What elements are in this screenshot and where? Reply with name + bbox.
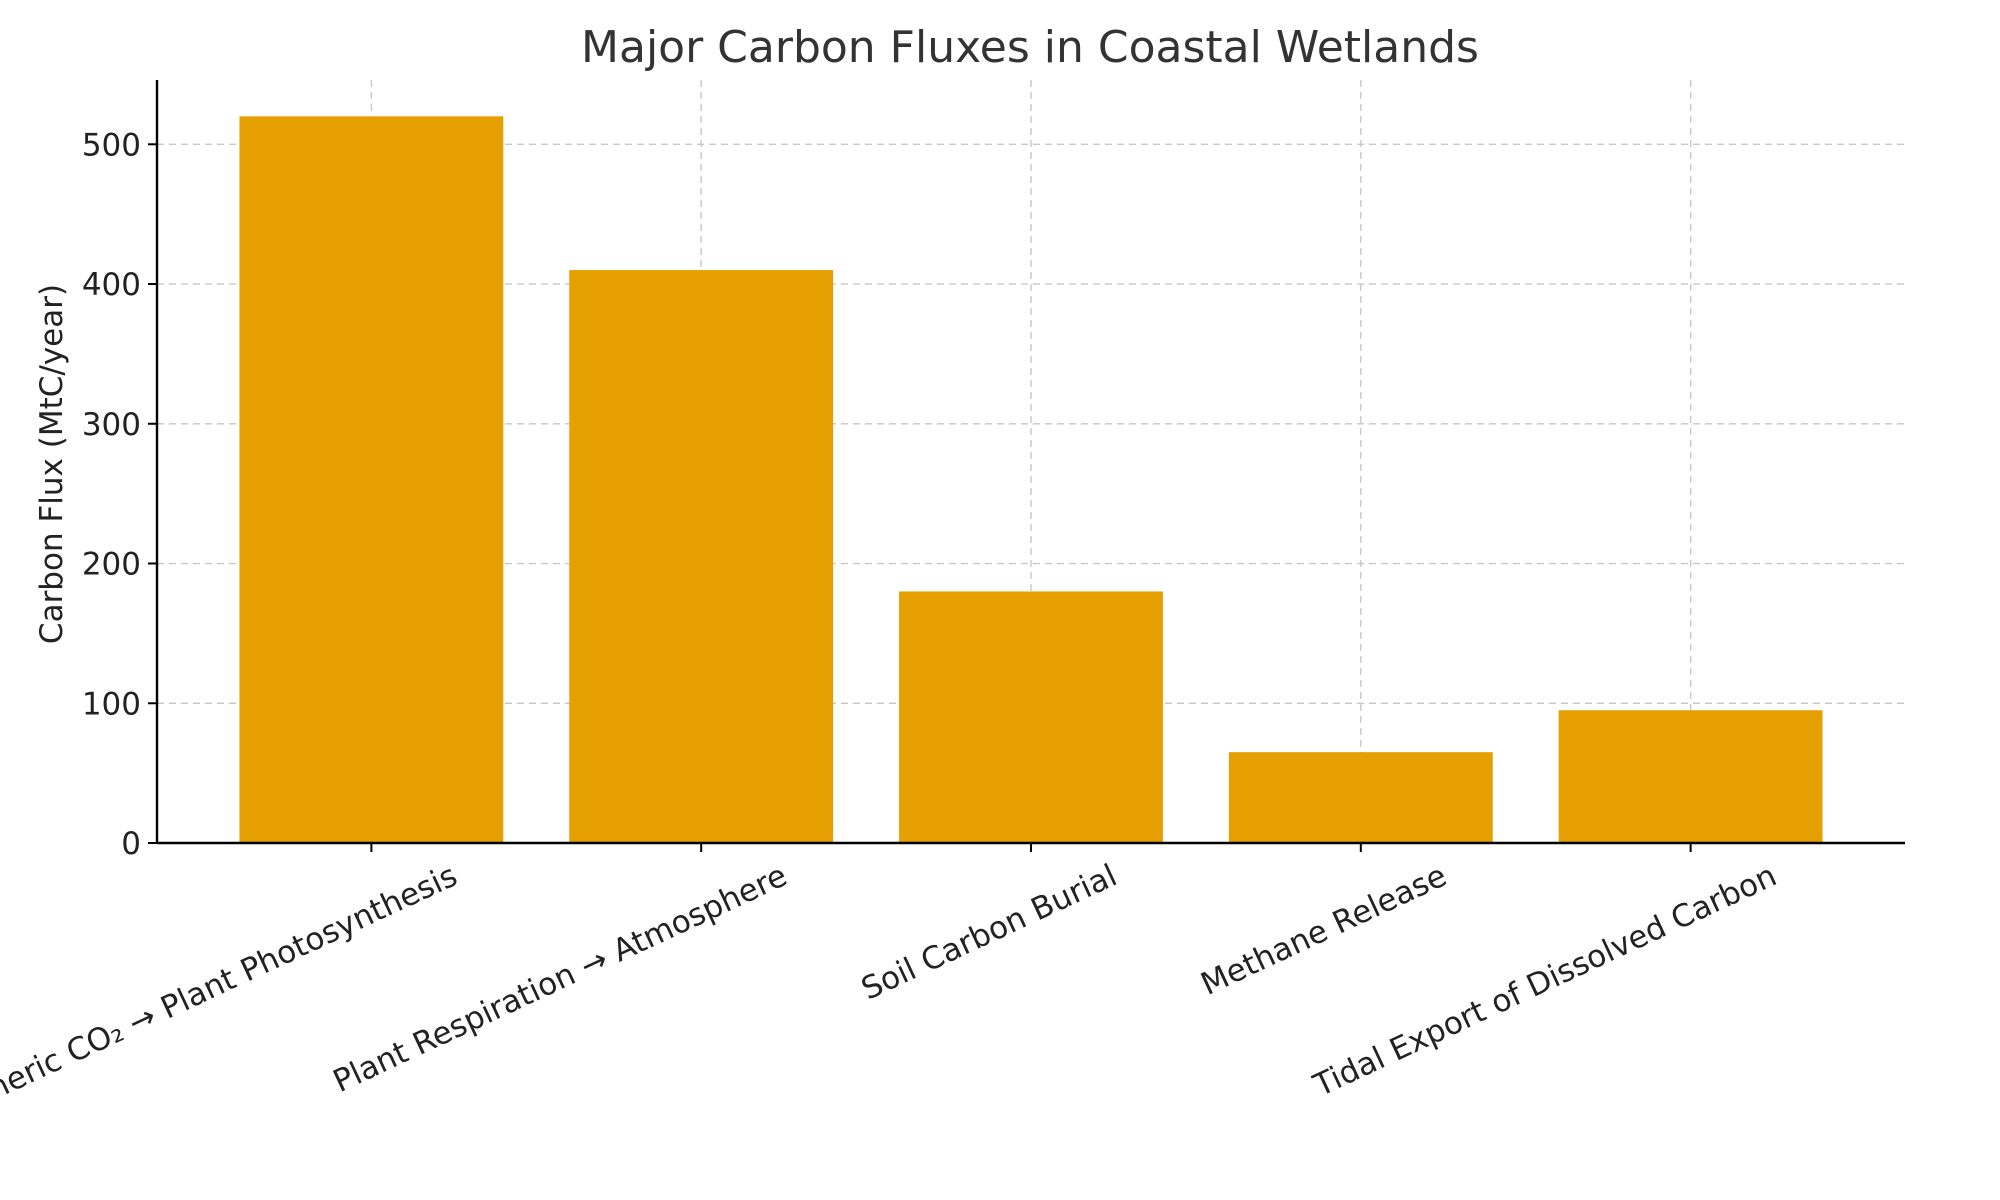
bar-4 [1558, 710, 1823, 843]
bar-3 [1228, 752, 1493, 843]
y-axis-label: Carbon Flux (MtC/year) [34, 284, 70, 644]
x-tick-label-0: Atmospheric CO₂ → Plant Photosynthesis [0, 858, 463, 1157]
y-tick-label-5: 500 [82, 127, 141, 163]
x-tick-label-3: Methane Release [1196, 858, 1453, 1003]
y-tick-label-1: 100 [82, 686, 141, 722]
x-tick-label-2: Soil Carbon Burial [856, 858, 1122, 1008]
y-tick-labels: 0 100 200 300 400 500 [82, 127, 141, 862]
y-tick-label-3: 300 [82, 407, 141, 443]
chart-title: Major Carbon Fluxes in Coastal Wetlands [581, 22, 1479, 73]
bar-1 [569, 270, 834, 843]
y-tick-label-2: 200 [82, 547, 141, 583]
bar-2 [899, 591, 1163, 843]
bar-0 [239, 116, 504, 844]
y-tick-label-4: 400 [82, 267, 141, 303]
y-tick-label-0: 0 [121, 826, 141, 862]
x-tick-labels: Atmospheric CO₂ → Plant PhotosynthesisPl… [0, 858, 1782, 1157]
bars [239, 116, 1823, 844]
axes [148, 80, 1905, 852]
